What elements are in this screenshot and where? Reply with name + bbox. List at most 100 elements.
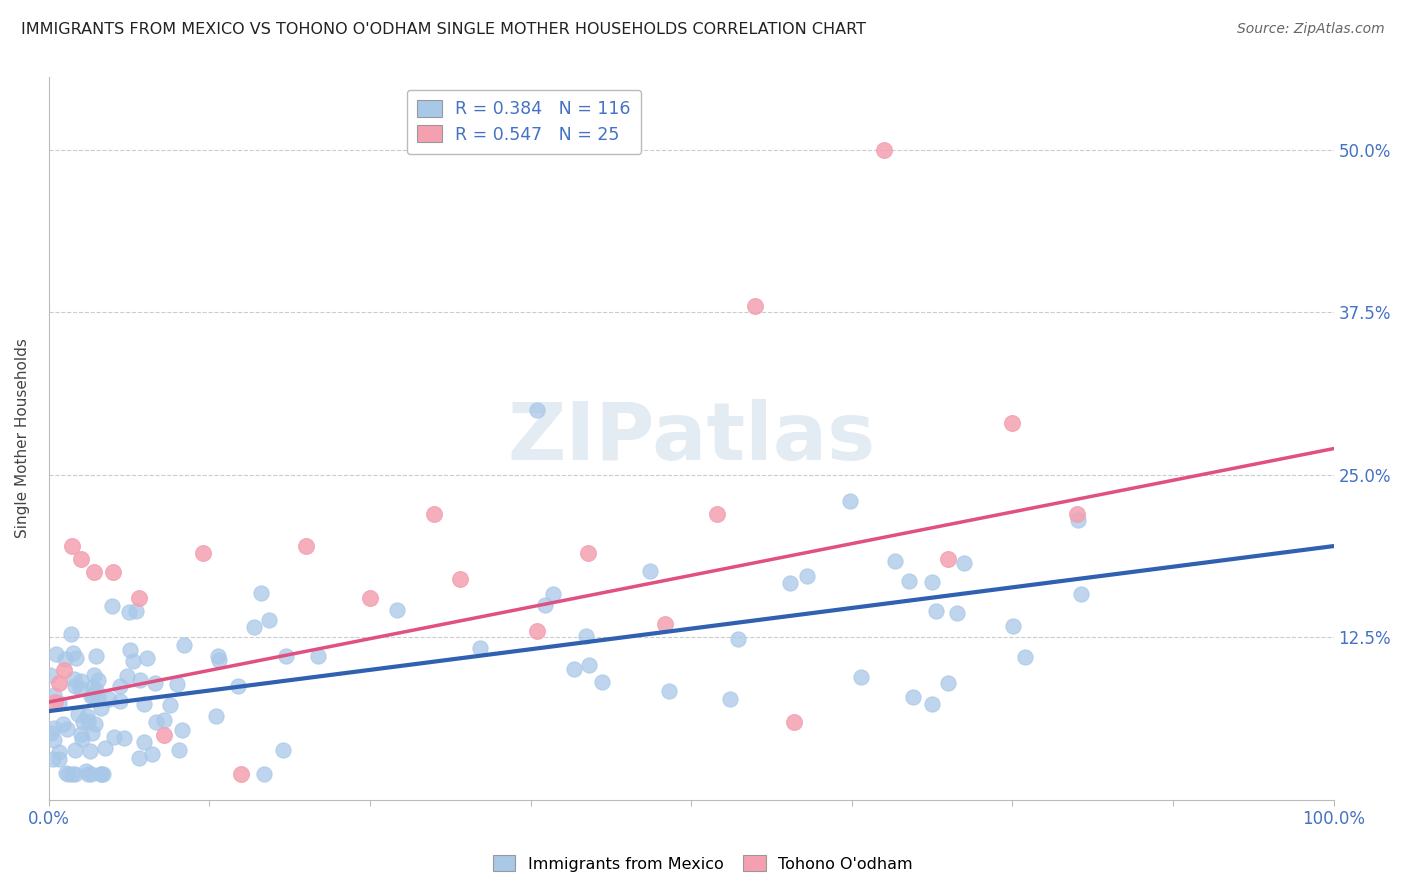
Point <box>52 716 75 731</box>
Point <box>873 143 896 157</box>
Point <box>63 672 86 686</box>
Point <box>783 714 806 729</box>
Point <box>63 743 86 757</box>
Y-axis label: Single Mother Households: Single Mother Households <box>15 339 30 539</box>
Point <box>87 673 110 687</box>
Point <box>898 574 921 588</box>
Point <box>938 676 960 690</box>
Point <box>173 638 195 652</box>
Point <box>80 689 103 703</box>
Point <box>159 698 181 712</box>
Point <box>1001 619 1024 633</box>
Point <box>541 587 564 601</box>
Point <box>79 744 101 758</box>
Point <box>638 564 661 578</box>
Point <box>921 698 943 712</box>
Point <box>83 717 105 731</box>
Point <box>145 714 167 729</box>
Point <box>946 607 969 621</box>
Point <box>727 632 749 646</box>
Point <box>257 613 280 627</box>
Point <box>153 727 176 741</box>
Point <box>207 653 229 667</box>
Point <box>94 740 117 755</box>
Point <box>60 539 83 553</box>
Point <box>744 299 766 313</box>
Point <box>90 766 112 780</box>
Point <box>82 726 104 740</box>
Point <box>122 654 145 668</box>
Point <box>359 591 381 605</box>
Point <box>80 766 103 780</box>
Point <box>170 723 193 738</box>
Point <box>110 679 132 693</box>
Point <box>75 764 97 778</box>
Point <box>226 679 249 693</box>
Point <box>55 766 77 780</box>
Point <box>60 766 83 780</box>
Point <box>851 670 873 684</box>
Point <box>654 617 676 632</box>
Legend: Immigrants from Mexico, Tohono O'odham: Immigrants from Mexico, Tohono O'odham <box>485 847 921 880</box>
Point <box>1067 513 1090 527</box>
Point <box>575 629 598 643</box>
Point <box>796 568 818 582</box>
Point <box>271 743 294 757</box>
Point <box>576 545 599 559</box>
Point <box>1014 649 1036 664</box>
Point <box>921 575 943 590</box>
Point <box>128 673 150 687</box>
Point <box>48 745 70 759</box>
Point <box>108 694 131 708</box>
Point <box>128 751 150 765</box>
Text: ZIPatlas: ZIPatlas <box>508 400 876 477</box>
Point <box>62 646 84 660</box>
Point <box>207 649 229 664</box>
Point <box>706 507 728 521</box>
Point <box>249 586 271 600</box>
Point <box>925 604 948 618</box>
Point <box>65 766 87 780</box>
Point <box>83 668 105 682</box>
Point <box>72 714 94 729</box>
Point <box>387 603 409 617</box>
Point <box>294 539 316 553</box>
Point <box>97 691 120 706</box>
Point <box>1070 587 1092 601</box>
Point <box>134 697 156 711</box>
Point <box>77 766 100 780</box>
Point <box>166 677 188 691</box>
Point <box>82 680 104 694</box>
Point <box>90 701 112 715</box>
Point <box>70 727 93 741</box>
Point <box>39 726 62 740</box>
Point <box>128 591 150 605</box>
Point <box>93 766 115 780</box>
Point <box>562 662 585 676</box>
Point <box>48 752 70 766</box>
Point <box>135 651 157 665</box>
Point <box>141 747 163 761</box>
Point <box>883 554 905 568</box>
Point <box>839 494 862 508</box>
Point <box>56 766 79 780</box>
Point <box>901 690 924 704</box>
Point <box>205 709 228 723</box>
Point <box>70 674 93 689</box>
Point <box>86 690 108 704</box>
Point <box>53 652 76 666</box>
Point <box>42 733 65 747</box>
Point <box>274 648 297 663</box>
Point <box>101 599 124 614</box>
Point <box>953 556 976 570</box>
Point <box>44 695 66 709</box>
Point <box>423 507 446 521</box>
Point <box>307 649 329 664</box>
Point <box>153 713 176 727</box>
Point <box>83 565 105 579</box>
Point <box>70 552 93 566</box>
Point <box>125 604 148 618</box>
Point <box>242 620 264 634</box>
Point <box>82 689 104 703</box>
Point <box>578 657 600 672</box>
